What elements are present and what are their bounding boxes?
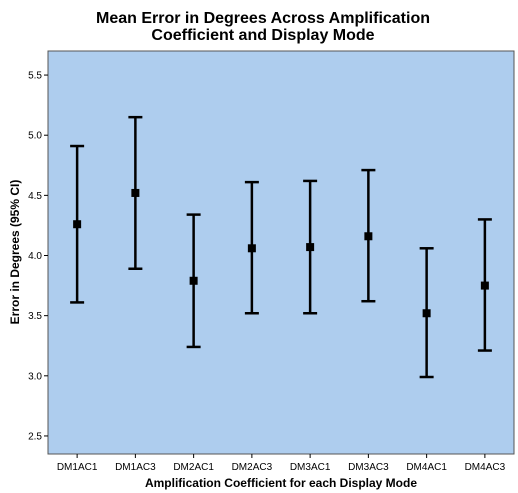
error-bar <box>70 144 85 304</box>
y-tick-label: 4.5 <box>28 191 42 202</box>
y-tick-label: 4.0 <box>28 251 42 262</box>
mean-marker <box>247 244 256 253</box>
mean-marker <box>306 243 315 252</box>
y-axis-label: Error in Degrees (95% CI) <box>8 180 22 325</box>
x-tick-label: DM2AC3 <box>232 462 273 473</box>
plot-area <box>47 50 515 455</box>
x-tick-label: DM4AC3 <box>465 462 506 473</box>
error-bar <box>303 179 318 315</box>
mean-marker <box>364 232 373 241</box>
chart-title-line-1: Mean Error in Degrees Across Amplificati… <box>96 10 430 27</box>
x-axis: DM1AC1 DM1AC3 DM2AC1 DM2AC3 DM3AC1 DM3AC3 DM4A… <box>57 454 506 473</box>
y-tick-label: 5.0 <box>28 131 42 142</box>
mean-marker <box>189 276 198 285</box>
mean-marker <box>480 281 489 290</box>
x-tick-label: DM1AC3 <box>115 462 156 473</box>
y-tick-label: 3.0 <box>28 371 42 382</box>
error-bar <box>477 218 492 352</box>
error-bar <box>128 115 143 270</box>
y-tick-label: 2.5 <box>28 431 42 442</box>
error-bar <box>244 180 259 315</box>
x-tick-label: DM4AC1 <box>406 462 447 473</box>
chart-title-line-2: Coefficient and Display Mode <box>151 27 374 44</box>
y-axis: 2.5 3.0 3.5 4.0 4.5 5.0 5.5 <box>28 71 48 442</box>
error-bar <box>186 213 201 349</box>
mean-marker <box>422 309 431 318</box>
mean-marker <box>131 188 140 197</box>
x-tick-label: DM2AC1 <box>173 462 214 473</box>
x-tick-label: DM3AC1 <box>290 462 331 473</box>
x-axis-label: Amplification Coefficient for each Displ… <box>145 476 417 490</box>
error-bar <box>419 247 434 379</box>
x-tick-label: DM3AC3 <box>348 462 389 473</box>
error-bar <box>361 168 376 303</box>
y-tick-label: 3.5 <box>28 311 42 322</box>
mean-marker <box>73 220 82 229</box>
error-bar-series <box>70 115 492 379</box>
y-tick-label: 5.5 <box>28 71 42 82</box>
x-tick-label: DM1AC1 <box>57 462 98 473</box>
